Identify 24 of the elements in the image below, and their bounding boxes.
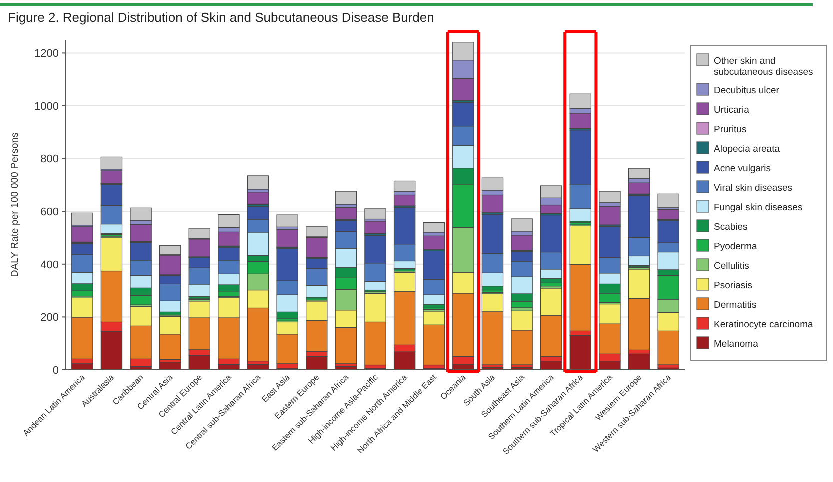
- y-tick-label: 1200: [34, 48, 59, 60]
- legend-label: Cellulitis: [714, 261, 750, 272]
- legend-label: Acne vulgaris: [714, 164, 772, 174]
- legend-label: Psoriasis: [714, 280, 753, 292]
- legend-label: Decubitus ulcer: [714, 86, 780, 96]
- legend-label: Melanoma: [714, 339, 760, 350]
- y-tick-label: 400: [40, 259, 59, 272]
- legend-label: Scabies: [714, 222, 748, 233]
- legend-label: Other skin and subcutaneous diseases: [714, 56, 814, 78]
- legend-label: Urticaria: [714, 105, 750, 116]
- legend-label: Pyoderma: [714, 242, 758, 252]
- y-axis-title: DALY Rate per 100 000 Persons: [10, 132, 21, 278]
- y-tick-label: 800: [40, 154, 59, 166]
- y-tick-label: 1000: [34, 100, 59, 113]
- legend-label: Keratinocyte carcinoma: [714, 320, 814, 330]
- legend-label: Dermatitis: [714, 300, 758, 311]
- legend-label: Fungal skin diseases: [714, 202, 803, 214]
- legend-label: Viral skin diseases: [714, 183, 793, 194]
- y-tick-label: 0: [52, 364, 59, 377]
- y-tick-label: 200: [40, 312, 59, 324]
- y-tick-label: 600: [40, 206, 59, 218]
- chart-title: Figure 2. Regional Distribution of Skin and Subcutaneous Disease Burden: [8, 10, 434, 25]
- legend-label: Alopecia areata: [714, 144, 781, 155]
- legend-label: Pruritus: [714, 124, 747, 136]
